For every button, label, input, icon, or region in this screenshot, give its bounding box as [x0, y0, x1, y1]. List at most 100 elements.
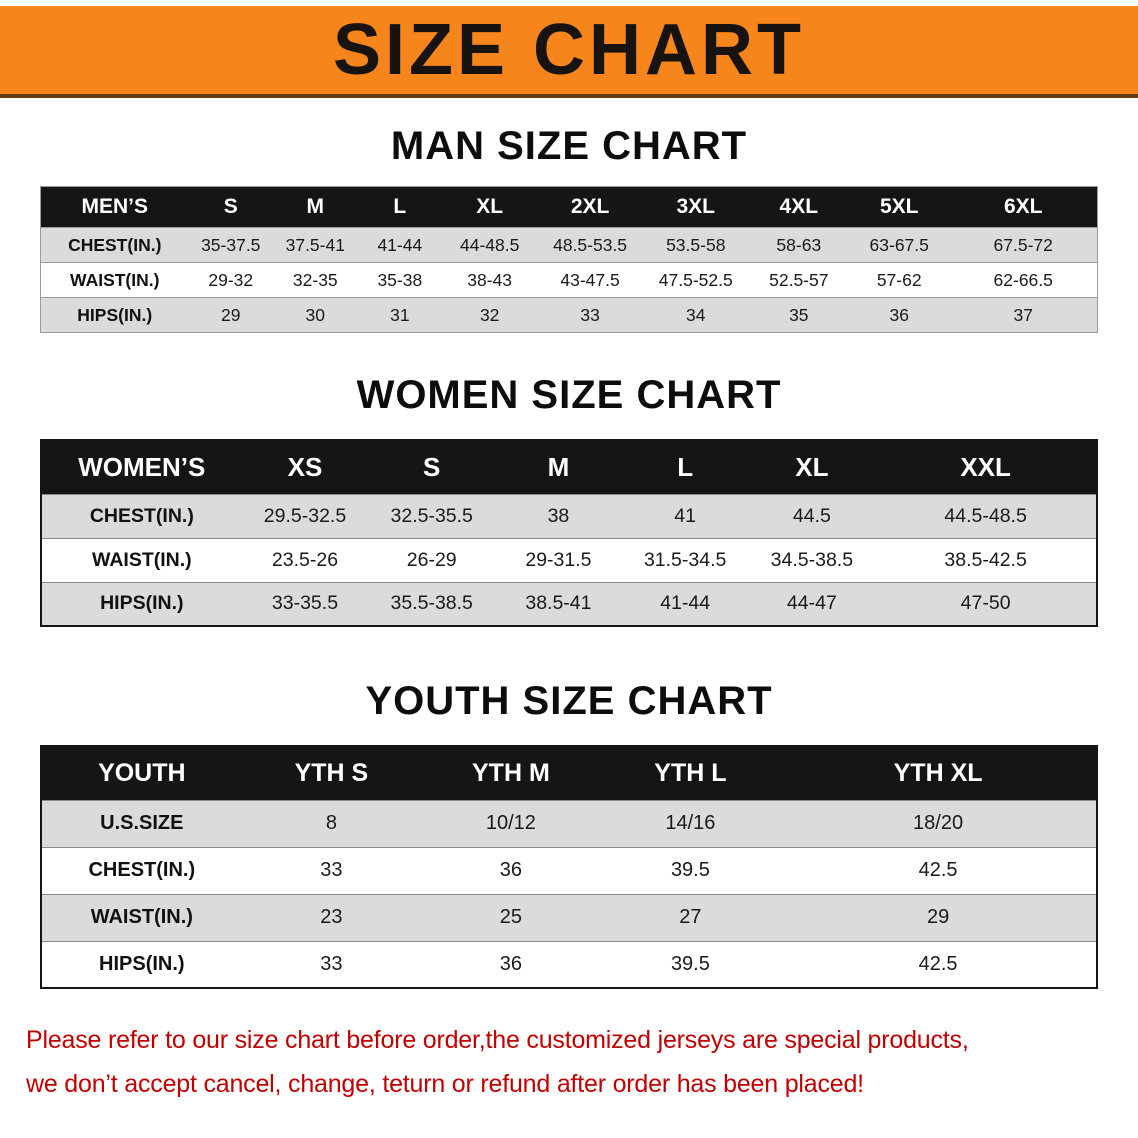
row-label-cell: CHEST(IN.) [68, 234, 162, 255]
size-header-cell: 5XL [849, 186, 950, 228]
table-row: CHEST(IN.) 29.5-32.5 32.5-35.5 38 41 44.5 44.5… [41, 494, 1097, 538]
table-row: CHEST(IN.) 35-37.5 37.5-41 41-44 44-48.5 48.5… [40, 227, 1098, 263]
value-cell: 34.5-38.5 [770, 548, 854, 571]
table-header-row: MEN’S S M L XL 2XL 3XL 4XL 5XL 6XL [40, 186, 1098, 228]
value-cell: 48.5-53.5 [553, 234, 628, 255]
row-label-cell: HIPS(IN.) [99, 952, 185, 975]
value-cell: 33 [320, 952, 343, 975]
women-size-chart-section: WOMEN SIZE CHART WOMEN’S XS S M L XL XXL CHEST(… [0, 333, 1138, 627]
value-cell: 18/20 [913, 812, 964, 834]
row-label-cell: WAIST(IN.) [91, 548, 192, 571]
value-cell: 23.5-26 [271, 548, 339, 571]
size-header-cell: S [368, 440, 496, 494]
size-header-cell: XXL [875, 440, 1097, 494]
value-cell: 29-31.5 [525, 548, 592, 571]
value-cell: 47.5-52.5 [658, 269, 733, 290]
men-size-chart-section: MAN SIZE CHART MEN’S S M L XL 2XL 3XL 4XL 5XL 6XL… [0, 98, 1138, 333]
table-row: WAIST(IN.) 23.5-26 26-29 29-31.5 31.5-34.5 34… [41, 538, 1097, 582]
disclaimer-line-2: we don’t accept cancel, change, teturn o… [26, 1069, 864, 1098]
value-cell: 33 [320, 859, 343, 881]
value-cell: 44-47 [786, 592, 837, 615]
value-cell: 36 [889, 304, 909, 325]
value-cell: 44.5 [792, 504, 831, 527]
size-header-cell: YTH XL [780, 746, 1097, 800]
value-cell: 39.5 [670, 859, 710, 881]
value-cell: 35-37.5 [201, 234, 261, 255]
value-cell: 33 [580, 304, 600, 325]
table-row: WAIST(IN.) 23 25 27 29 [41, 894, 1097, 941]
value-cell: 25 [499, 906, 523, 928]
page-title: SIZE CHART [333, 10, 805, 90]
value-cell: 47-50 [960, 592, 1011, 615]
value-cell: 39.5 [670, 952, 710, 975]
value-cell: 30 [305, 304, 326, 325]
value-cell: 35.5-38.5 [390, 592, 473, 615]
value-cell: 36 [499, 952, 523, 975]
value-cell: 34 [686, 304, 706, 325]
size-header-cell: YTH M [421, 746, 601, 800]
size-header-cell: L [357, 186, 443, 228]
men-section-heading: MAN SIZE CHART [390, 124, 748, 168]
value-cell: 62-66.5 [993, 269, 1053, 290]
table-row: HIPS(IN.) 33-35.5 35.5-38.5 38.5-41 41-44 44-… [41, 582, 1097, 626]
value-cell: 35-38 [377, 269, 423, 290]
value-cell: 32 [479, 304, 500, 325]
table-row: WAIST(IN.) 29-32 32-35 35-38 38-43 43-47.5 47.… [40, 262, 1098, 298]
size-header-cell: XL [748, 440, 876, 494]
value-cell: 35 [789, 304, 809, 325]
table-row: HIPS(IN.) 29 30 31 32 33 34 35 36 37 [40, 297, 1098, 333]
size-header-cell: YTH S [241, 746, 422, 800]
row-label-cell: CHEST(IN.) [89, 504, 194, 527]
value-cell: 36 [499, 859, 523, 881]
value-cell: 10/12 [485, 812, 536, 834]
row-label-cell: HIPS(IN.) [77, 304, 153, 325]
row-label-cell: CHEST(IN.) [88, 859, 196, 881]
size-header-cell: XL [442, 186, 538, 228]
size-header-cell: 3XL [642, 186, 749, 228]
table-header-row: WOMEN’S XS S M L XL XXL [41, 440, 1097, 494]
value-cell: 53.5-58 [666, 234, 726, 255]
value-cell: 41-44 [660, 592, 711, 615]
value-cell: 29 [221, 304, 241, 325]
value-cell: 57-62 [876, 269, 922, 290]
table-title-cell: WOMEN’S [41, 440, 242, 494]
value-cell: 44-48.5 [459, 234, 520, 255]
value-cell: 31 [390, 304, 410, 325]
women-section-heading: WOMEN SIZE CHART [356, 373, 782, 417]
value-cell: 33-35.5 [271, 592, 339, 615]
size-header-cell: 2XL [537, 186, 643, 228]
size-header-cell: M [495, 440, 622, 494]
table-header-row: YOUTH YTH S YTH M YTH L YTH XL [41, 746, 1097, 800]
size-header-cell: S [188, 186, 274, 228]
value-cell: 41 [674, 504, 696, 527]
row-label-cell: HIPS(IN.) [100, 592, 184, 615]
value-cell: 63-67.5 [869, 234, 929, 255]
size-header-cell: YTH L [600, 746, 781, 800]
table-row: HIPS(IN.) 33 36 39.5 42.5 [41, 941, 1097, 988]
value-cell: 38.5-42.5 [944, 548, 1027, 571]
value-cell: 38-43 [467, 269, 513, 290]
youth-size-table: YOUTH YTH S YTH M YTH L YTH XL U.S.SIZE 8 10/12… [40, 745, 1098, 989]
disclaimer-note: Please refer to our size chart before or… [0, 989, 1138, 1107]
youth-section-heading: YOUTH SIZE CHART [365, 679, 773, 723]
size-header-cell: 4XL [748, 186, 850, 228]
table-title-cell: YOUTH [41, 746, 242, 800]
size-header-cell: XS [241, 440, 369, 494]
value-cell: 37.5-41 [285, 234, 345, 255]
disclaimer-line-1: Please refer to our size chart before or… [26, 1026, 969, 1054]
value-cell: 31.5-34.5 [643, 548, 727, 571]
value-cell: 29-32 [208, 269, 254, 290]
value-cell: 44.5-48.5 [944, 504, 1027, 527]
value-cell: 38 [547, 504, 570, 527]
value-cell: 29.5-32.5 [263, 504, 347, 527]
value-cell: 23 [320, 906, 343, 928]
value-cell: 67.5-72 [993, 234, 1053, 255]
value-cell: 58-63 [776, 234, 822, 255]
value-cell: 37 [1013, 304, 1033, 325]
size-header-cell: L [621, 440, 749, 494]
value-cell: 38.5-41 [525, 592, 592, 615]
value-cell: 14/16 [665, 812, 716, 834]
table-row: CHEST(IN.) 33 36 39.5 42.5 [41, 847, 1097, 894]
row-label-cell: WAIST(IN.) [70, 269, 160, 290]
value-cell: 41-44 [377, 234, 423, 255]
